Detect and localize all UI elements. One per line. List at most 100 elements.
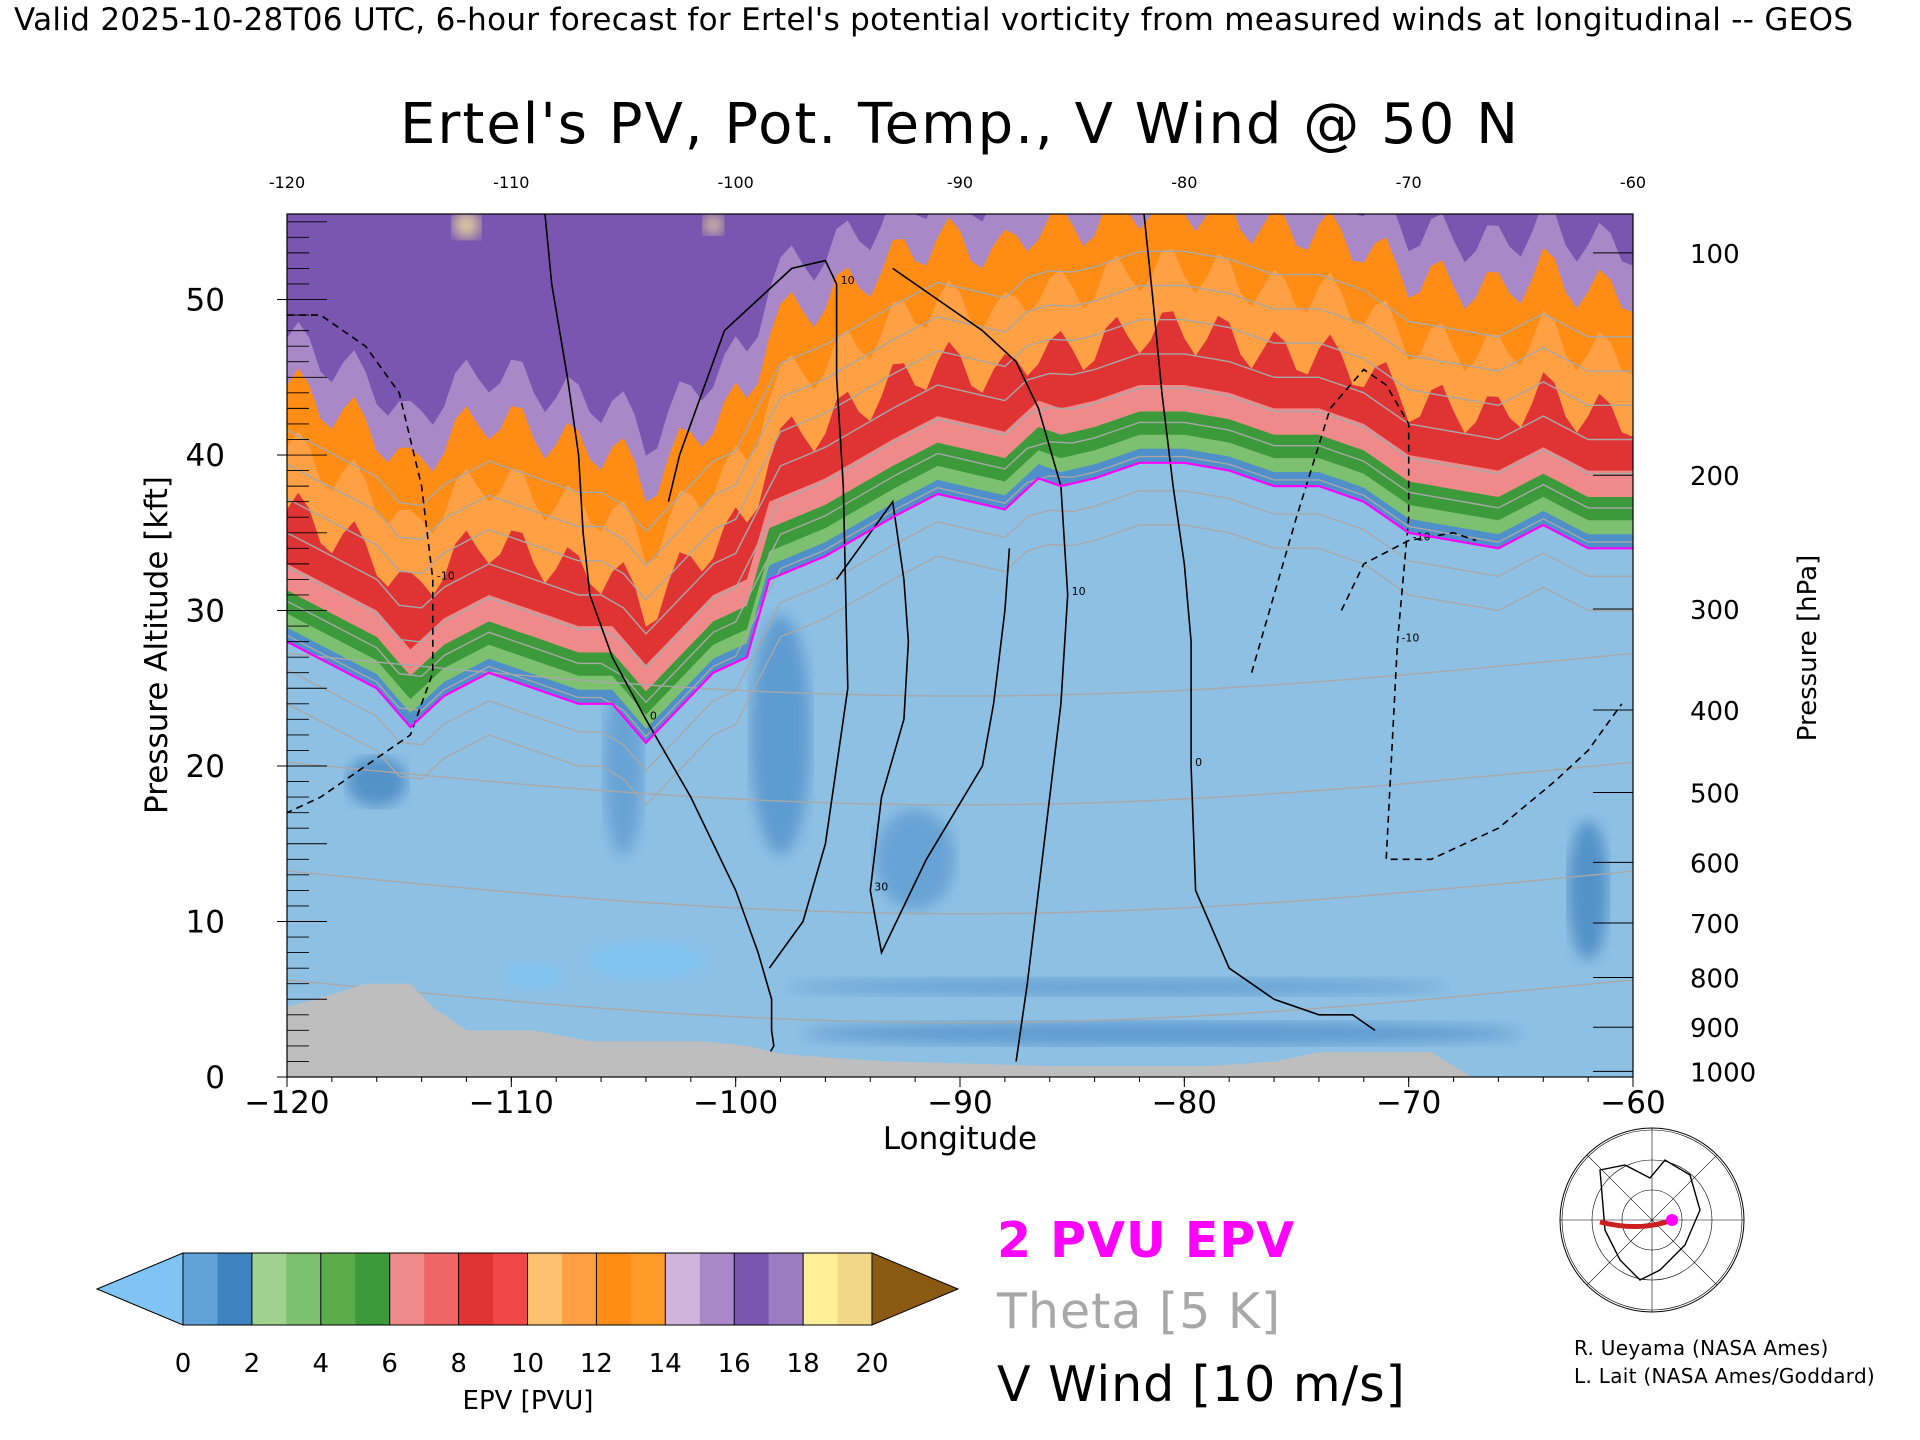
pv-blob (787, 977, 1448, 996)
pressure-tick-label: 900 (1690, 1014, 1740, 1044)
pv-blob (703, 214, 724, 235)
v-wind-contour-3 (892, 267, 1069, 1062)
x-tick-label: −120 (244, 1085, 329, 1121)
colorbar-segment (630, 1253, 666, 1325)
colorbar-tick-label: 0 (175, 1349, 192, 1379)
colorbar-segment (803, 1253, 839, 1325)
pressure-tick-label: 600 (1690, 849, 1740, 879)
colorbar-segment (251, 1253, 287, 1325)
legend-theta: Theta [5 K] (997, 1283, 1282, 1340)
header-line: Valid 2025-10-28T06 UTC, 6-hour forecast… (14, 2, 1854, 38)
v-wind-contour-6 (1250, 368, 1623, 861)
x-tick-label: −110 (469, 1085, 554, 1121)
top-tick-label: -90 (947, 173, 973, 192)
y-tick-label: 0 (205, 1060, 225, 1096)
pressure-tick-label: 700 (1690, 910, 1740, 940)
top-tick-label: -100 (718, 173, 754, 192)
v-wind-contour-label-3: 10 (1072, 585, 1086, 598)
theta-370K (287, 421, 1633, 704)
theta-350K (287, 490, 1633, 772)
x-tick-label: −90 (927, 1085, 992, 1121)
colorbar-under-arrow (95, 1252, 184, 1326)
map-meridian (1586, 1154, 1718, 1286)
y-tick-label: 50 (186, 283, 225, 319)
colorbar-segment (389, 1253, 425, 1325)
v-wind-contour-4 (1143, 214, 1376, 1032)
colorbar-segment (699, 1253, 735, 1325)
x-axis-label: Longitude (883, 1121, 1037, 1157)
colorbar-tick-label: 2 (244, 1349, 261, 1379)
x-tick-label: −100 (693, 1085, 778, 1121)
terrain (287, 983, 1633, 1077)
theta-420K (287, 250, 1633, 533)
x-tick-label: −80 (1152, 1085, 1217, 1121)
map-section-line (1599, 1217, 1673, 1230)
top-tick-label: -70 (1396, 173, 1422, 192)
pressure-tick-label: 100 (1690, 240, 1740, 270)
colorbar-segment (596, 1253, 632, 1325)
pv-blob (503, 961, 564, 990)
pressure-tick-label: 800 (1690, 964, 1740, 994)
theta-400K (287, 319, 1633, 601)
v-wind-contour-0 (544, 214, 775, 1055)
v-wind-contour-label-4: 0 (1195, 756, 1202, 769)
colorbar-tick-label: 8 (450, 1349, 467, 1379)
legend-v-wind: V Wind [10 m/s] (997, 1356, 1406, 1413)
theta-410K (287, 284, 1633, 567)
colorbar-segment (217, 1253, 253, 1325)
colorbar-segment (355, 1253, 391, 1325)
pressure-tick-label: 1000 (1690, 1058, 1756, 1088)
y-tick-label: 20 (186, 749, 225, 785)
v-wind-contour-label-6: -10 (1401, 632, 1419, 645)
colorbar-tick-label: 14 (649, 1349, 682, 1379)
colorbar-segment (561, 1253, 597, 1325)
pressure-tick-label: 400 (1690, 697, 1740, 727)
pv-blob (875, 809, 956, 910)
top-tick-label: -110 (493, 173, 529, 192)
colorbar-segment (286, 1253, 322, 1325)
colorbar-segment (493, 1253, 529, 1325)
colorbar-tick-label: 4 (313, 1349, 330, 1379)
v-wind-contour-label-5: -10 (437, 569, 455, 582)
colorbar-tick-label: 10 (511, 1349, 544, 1379)
y-tick-label: 10 (186, 905, 225, 941)
colorbar-segment (183, 1253, 219, 1325)
y2-axis-label: Pressure [hPa] (1793, 555, 1823, 742)
y-tick-label: 30 (186, 594, 225, 630)
colorbar-tick-label: 20 (855, 1349, 888, 1379)
y-axis-label: Pressure Altitude [kft] (139, 476, 175, 814)
pressure-tick-label: 300 (1690, 596, 1740, 626)
pressure-tick-label: 500 (1690, 779, 1740, 809)
pv-blob (585, 940, 706, 981)
pv-blob (750, 614, 811, 855)
pv-blob (452, 214, 481, 239)
theta-300K (287, 979, 1633, 1024)
locator-map (1559, 1127, 1745, 1313)
colorbar-segment (837, 1253, 873, 1325)
colorbar-label: EPV [PVU] (463, 1386, 594, 1416)
theta-320K (287, 761, 1633, 806)
v-wind-contour-1 (667, 259, 849, 969)
colorbar-over-arrow (871, 1252, 960, 1326)
pv-blob (801, 1021, 1522, 1046)
colorbar-segment (320, 1253, 356, 1325)
colorbar-tick-label: 6 (381, 1349, 398, 1379)
colorbar-segment (458, 1253, 494, 1325)
colorbar-segment (424, 1253, 460, 1325)
v-wind-contour-2 (835, 499, 1011, 956)
map-coastline (1599, 1159, 1701, 1281)
top-tick-label: -80 (1171, 173, 1197, 192)
epv-band-8 (287, 214, 1633, 456)
pv2-tropopause-line (287, 461, 1633, 745)
colorbar-segment (527, 1253, 563, 1325)
colorbar-tick-label: 18 (787, 1349, 820, 1379)
colorbar-segment (665, 1253, 701, 1325)
v-wind-contour-label-1: 10 (841, 274, 855, 287)
pressure-tick-label: 200 (1690, 462, 1740, 492)
chart-title: Ertel's PV, Pot. Temp., V Wind @ 50 N (399, 92, 1521, 157)
v-wind-contour-7 (1340, 531, 1477, 611)
x-tick-label: −70 (1376, 1085, 1441, 1121)
colorbar-segment (768, 1253, 804, 1325)
x-tick-label: −60 (1600, 1085, 1665, 1121)
colorbar-tick-label: 16 (718, 1349, 751, 1379)
